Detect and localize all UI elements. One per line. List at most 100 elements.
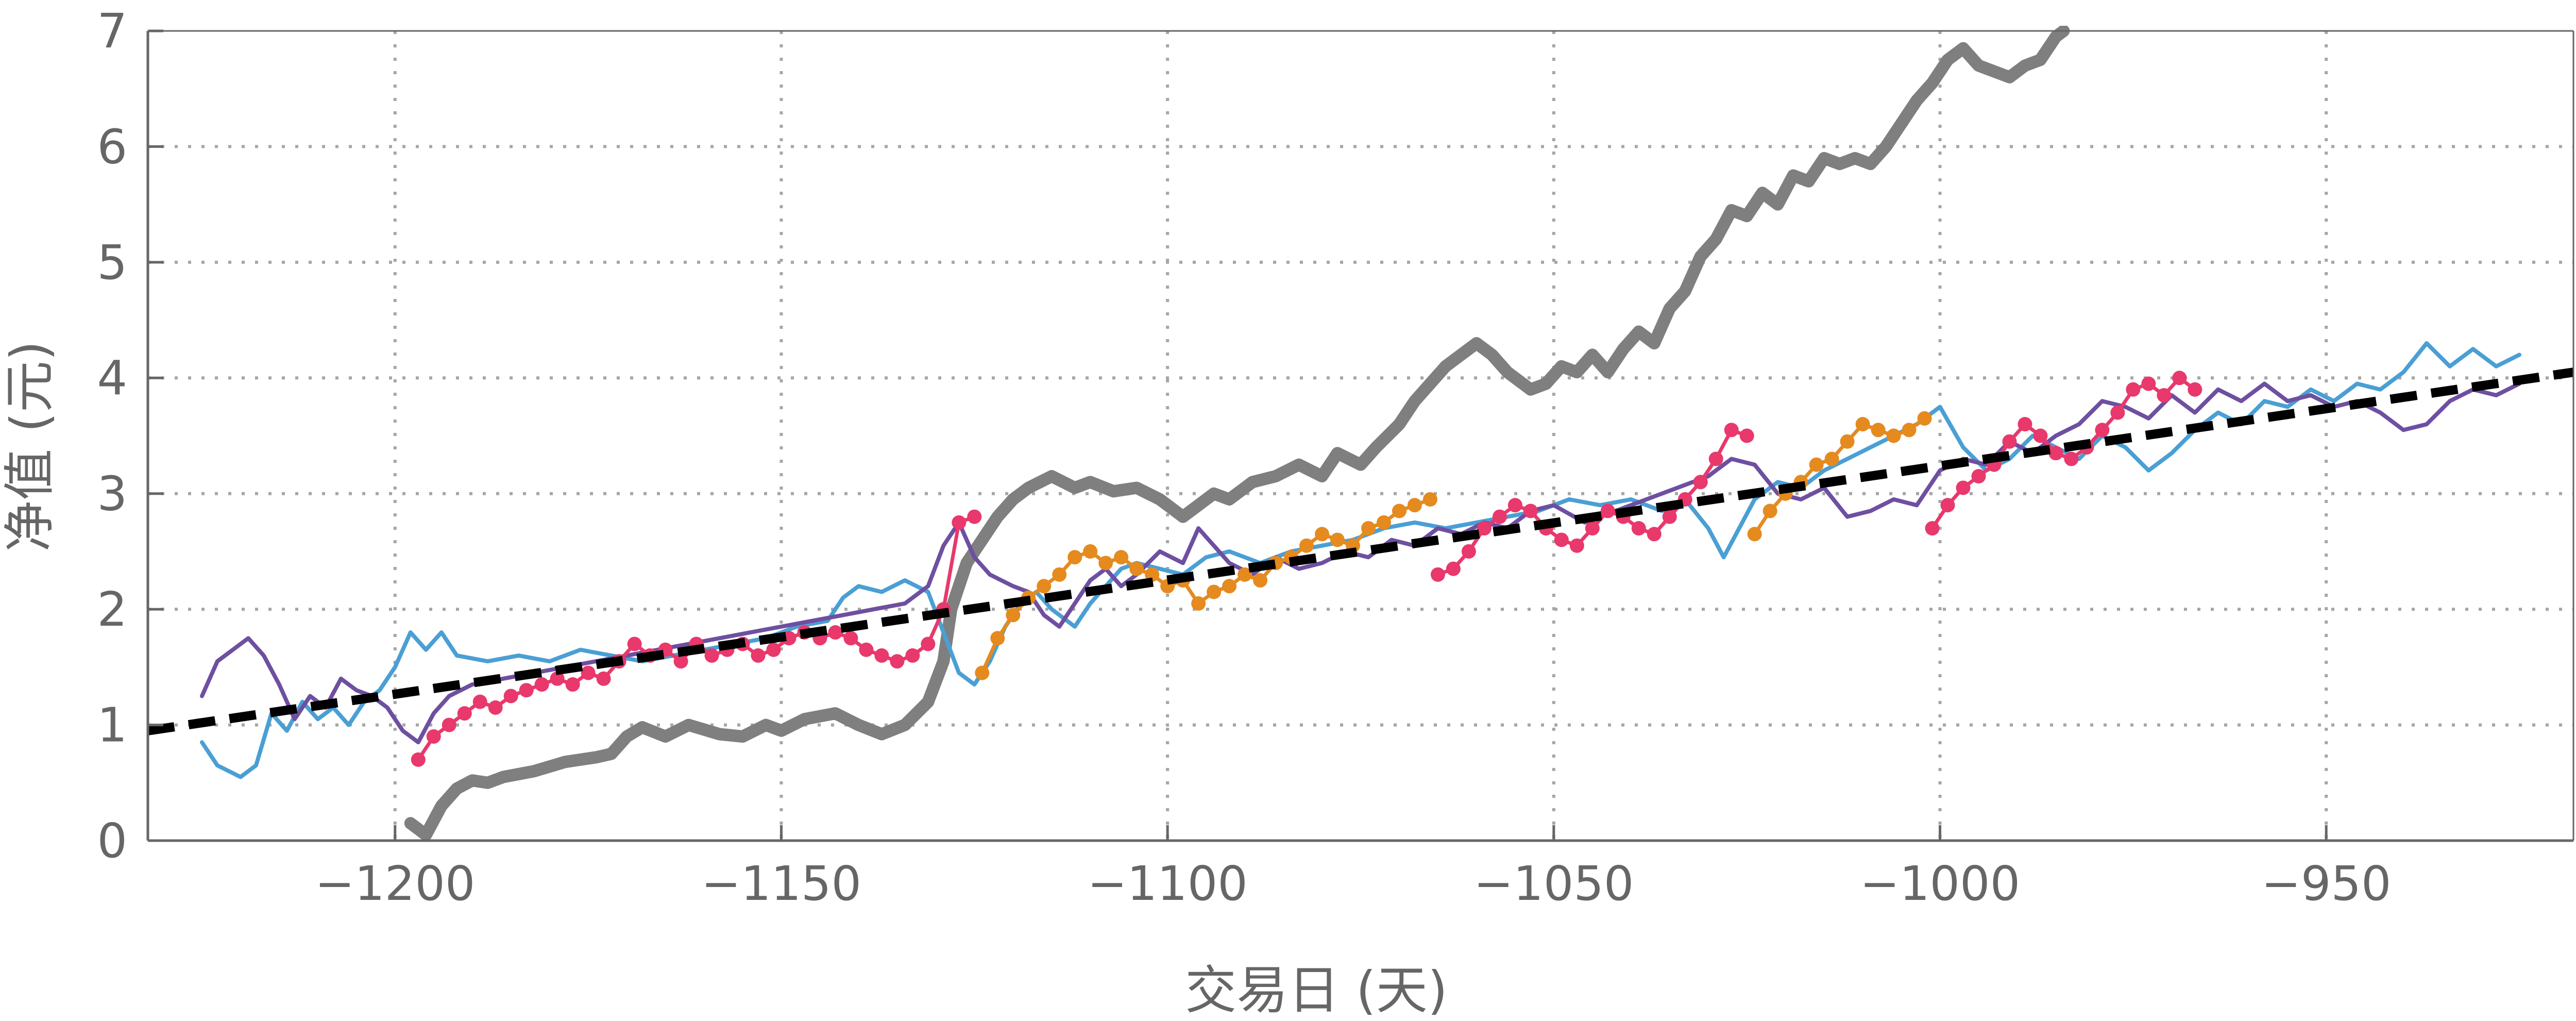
y-tick-label-2: 2 (97, 582, 127, 637)
x-tick-label-4: −1000 (1860, 856, 2020, 911)
series-5-point-3 (1477, 521, 1492, 536)
series-5-point-1 (1446, 561, 1461, 576)
series-6-point-9 (1886, 428, 1901, 443)
series-6-point-6 (1840, 434, 1855, 449)
x-tick-label-3: −1050 (1473, 856, 1634, 911)
series-3-point-1 (426, 729, 441, 744)
series-6-point-4 (1809, 457, 1824, 472)
series-4-point-10 (1129, 561, 1144, 576)
series-4-point-28 (1407, 498, 1422, 513)
series-3-point-22 (751, 648, 766, 663)
series-6-point-8 (1871, 423, 1886, 438)
series-7-point-2 (1956, 480, 1971, 495)
series-3-point-9 (550, 671, 565, 686)
series-3-point-35 (952, 515, 967, 530)
series-3-point-7 (519, 683, 534, 698)
y-tick-label-6: 6 (97, 119, 127, 174)
series-6-point-11 (1917, 411, 1932, 426)
series-3-point-11 (581, 665, 596, 680)
x-tick-label-5: −950 (2261, 856, 2392, 911)
series-3-point-32 (905, 648, 920, 663)
x-tick-label-0: −1200 (315, 856, 475, 911)
series-4-point-21 (1299, 538, 1314, 553)
series-3-point-0 (411, 752, 426, 767)
series-5-point-4 (1492, 509, 1507, 524)
tick-layer: −1200 −1150 −1100 −1050 −1000 −950 0 1 2 3 4 5 6 7 (97, 4, 2391, 911)
series-5-point-11 (1600, 504, 1615, 518)
series-7-point-5 (2002, 434, 2017, 449)
series-4-point-5 (1052, 567, 1067, 582)
series-5-point-8 (1554, 532, 1569, 547)
series-3-point-8 (534, 677, 549, 692)
series-7-point-6 (2018, 417, 2032, 432)
plot-frame (146, 30, 2574, 842)
series-3-point-12 (596, 671, 611, 686)
x-axis-label: 交易日 (天) (1185, 960, 1448, 1020)
series-4-point-16 (1222, 579, 1237, 594)
series-3-point-6 (503, 689, 518, 704)
series-3-point-33 (921, 637, 936, 651)
series-7-point-13 (2126, 382, 2141, 397)
series-5-point-17 (1693, 475, 1708, 490)
series-3-point-19 (704, 648, 719, 663)
series-7-point-9 (2064, 451, 2079, 466)
y-axis-label: 净值 (元) (0, 341, 60, 552)
series-layer (148, 26, 2573, 841)
series-4-point-23 (1330, 532, 1345, 547)
series-6-point-7 (1855, 417, 1870, 432)
series-5-point-6 (1523, 504, 1538, 518)
series-3-point-3 (457, 706, 472, 721)
series-5-point-0 (1430, 567, 1445, 582)
series-4-point-18 (1253, 573, 1268, 588)
series-4-point-6 (1067, 550, 1082, 565)
series-7-point-16 (2172, 371, 2187, 386)
series-4-point-26 (1376, 515, 1391, 530)
series-4-point-7 (1083, 544, 1098, 559)
series-4-point-15 (1207, 584, 1222, 599)
series-6-point-1 (1762, 504, 1777, 518)
series-7-point-0 (1925, 521, 1940, 536)
series-3-point-17 (673, 654, 688, 669)
series-4-point-14 (1191, 596, 1206, 611)
series-3-point-2 (442, 717, 456, 732)
series-6-point-0 (1747, 527, 1762, 542)
series-7-point-11 (2095, 423, 2110, 438)
series-7-point-14 (2141, 376, 2156, 391)
series-5-point-18 (1708, 451, 1723, 466)
series-3-point-10 (565, 677, 580, 692)
series-line-2 (200, 381, 2521, 745)
series-4-point-8 (1098, 556, 1113, 571)
series-7-point-17 (2188, 382, 2202, 397)
series-5-point-13 (1631, 521, 1646, 536)
series-5-point-9 (1569, 538, 1584, 553)
series-7-point-3 (1971, 469, 1986, 484)
series-3-point-36 (967, 509, 982, 524)
series-4-point-1 (990, 631, 1005, 646)
series-3-point-29 (859, 642, 874, 657)
series-3-point-31 (890, 654, 905, 669)
y-tick-label-0: 0 (97, 813, 127, 868)
series-5-point-10 (1585, 521, 1600, 536)
series-7-point-15 (2157, 388, 2172, 403)
series-4-point-0 (975, 665, 990, 680)
series-4-point-9 (1114, 550, 1129, 565)
series-4-point-27 (1392, 504, 1406, 518)
series-4-point-25 (1361, 521, 1376, 536)
x-tick-label-2: −1100 (1088, 856, 1248, 911)
series-5-point-2 (1461, 544, 1476, 559)
series-4-point-2 (1006, 608, 1021, 623)
series-3-point-27 (828, 625, 843, 640)
series-3-point-14 (627, 637, 642, 651)
y-tick-label-3: 3 (97, 466, 127, 522)
grid-lines (148, 31, 2573, 841)
series-7-point-12 (2110, 405, 2125, 420)
series-3-point-28 (843, 631, 858, 646)
series-5-point-15 (1662, 509, 1677, 524)
y-tick-label-7: 7 (97, 4, 127, 59)
series-4-point-29 (1422, 492, 1437, 507)
series-7-point-8 (2048, 446, 2063, 461)
series-3-point-5 (488, 700, 503, 715)
x-tick-label-1: −1150 (701, 856, 861, 911)
